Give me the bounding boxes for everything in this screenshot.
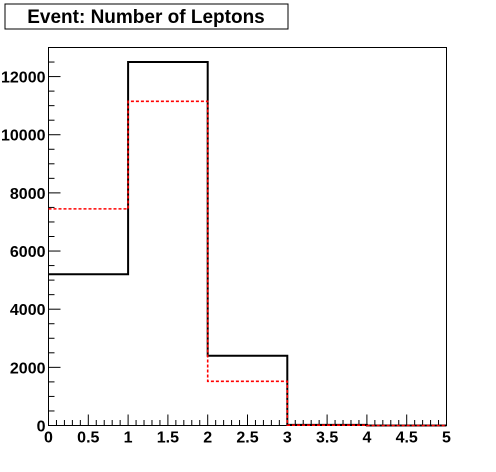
x-tick-label: 1: [124, 430, 133, 447]
x-tick-label: 3: [283, 430, 292, 447]
histogram-series-dashed: [48, 100, 447, 427]
histogram-bin-series-1: [49, 209, 129, 426]
title-box-frame: [4, 3, 289, 30]
y-tick-label: 0: [37, 419, 46, 436]
y-tick-label: 6000: [10, 244, 46, 261]
series-layer: [48, 61, 447, 427]
x-tick-label: 2: [203, 430, 212, 447]
y-axis: 0 2000 4000 6000 8000 10000 12000: [1, 47, 61, 436]
histogram-bin-series-0: [128, 62, 208, 425]
x-tick-label: 0: [44, 430, 53, 447]
histogram-bin-series-1: [128, 101, 208, 425]
plot-frame: [48, 47, 447, 426]
chart-title: Event: Number of Leptons: [27, 7, 265, 28]
histogram-bin-series-0: [49, 274, 129, 425]
y-tick-label: 10000: [1, 128, 46, 145]
x-tick-label: 2.5: [236, 430, 258, 447]
x-tick-label: 5: [442, 430, 451, 447]
histogram-series-solid: [48, 61, 447, 427]
y-tick-label: 8000: [10, 186, 46, 203]
x-tick-label: 4.5: [396, 430, 418, 447]
title-box: Event: Number of Leptons: [4, 3, 289, 30]
x-tick-label: 1.5: [157, 430, 179, 447]
y-tick-label: 2000: [10, 360, 46, 377]
x-tick-label: 4: [362, 430, 371, 447]
x-tick-label: 3.5: [316, 430, 338, 447]
y-tick-label: 12000: [1, 70, 46, 87]
x-axis: 0 0.5 1 1.5 2 2.5 3 3.5 4 4.5 5: [44, 414, 451, 447]
y-tick-label: 4000: [10, 302, 46, 319]
x-tick-label: 0.5: [77, 430, 99, 447]
